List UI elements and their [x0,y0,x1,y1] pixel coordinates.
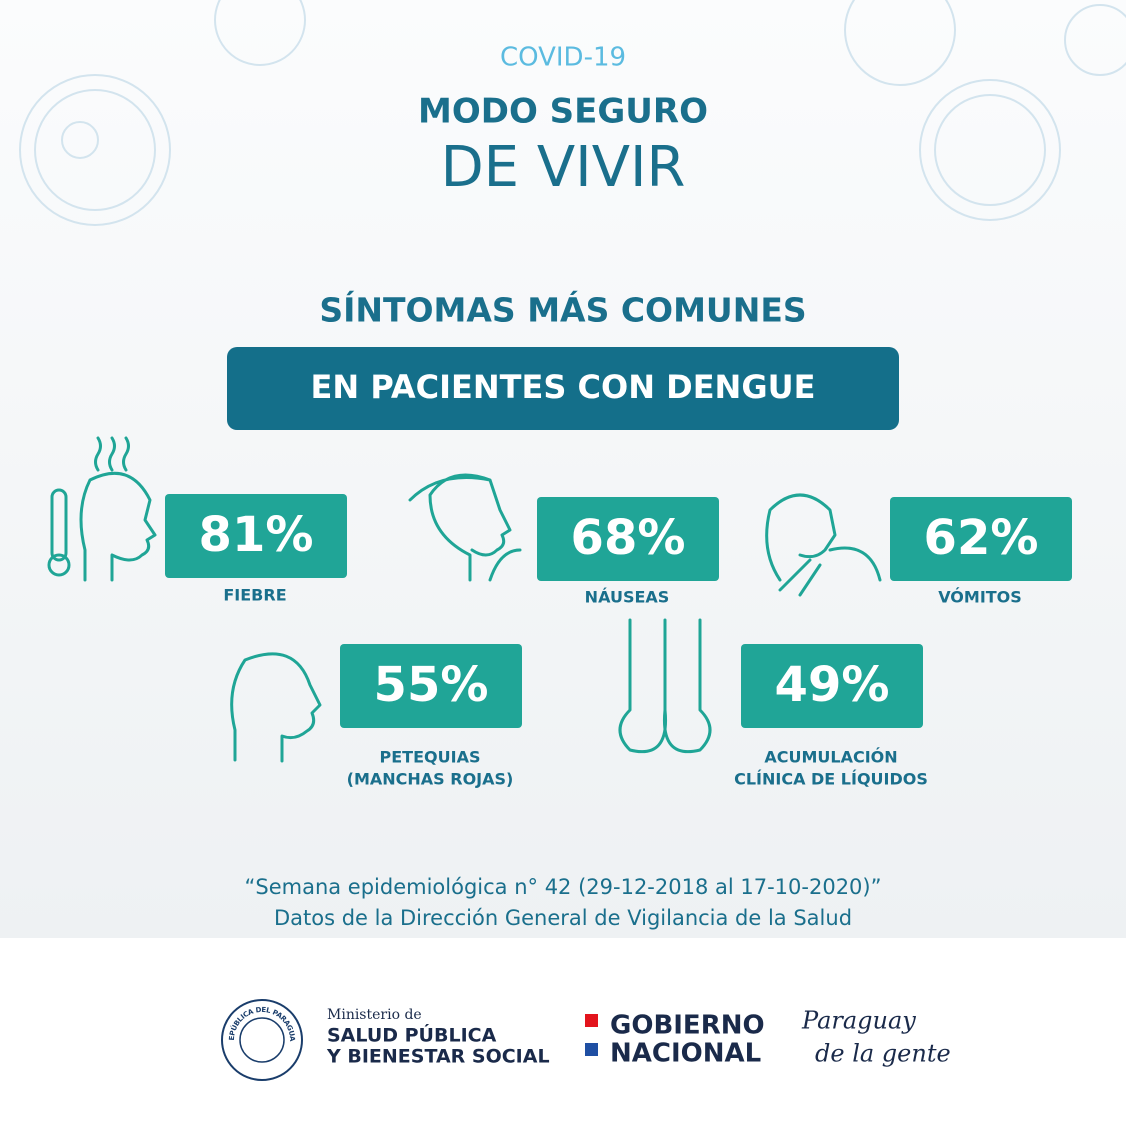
ministry: Ministerio de [327,1007,422,1023]
stat-box [890,497,1072,581]
government: GOBIERNO [610,1011,765,1041]
stat-value: 68% [571,510,686,566]
stat-label: (MANCHAS ROJAS) [347,770,514,789]
stat-value: 81% [199,507,314,563]
title: DE VIVIR [441,135,686,200]
virus-decoration [19,0,1126,226]
stat-label: NÁUSEAS [585,588,670,607]
title: MODO SEGURO [418,92,708,132]
stat-box [537,497,719,581]
stat-box [165,494,347,578]
footer-background [0,938,1126,1126]
stat-box [741,644,923,728]
stat-label: CLÍNICA DE LÍQUIDOS [734,770,928,789]
seal [221,999,303,1081]
ministry: SALUD PÚBLICA [327,1023,497,1047]
stat-label: VÓMITOS [938,588,1022,607]
source: Datos de la Dirección General de Vigilan… [274,906,852,930]
flag-red [585,1014,598,1027]
ministry: Y BIENESTAR SOCIAL [326,1046,550,1068]
stat-value: 49% [775,657,890,713]
stat-value: 62% [924,510,1039,566]
slogan: de la gente [815,1040,951,1068]
stat-box [340,644,522,728]
stat-value: 55% [374,657,489,713]
icons [47,436,882,763]
flag-blue [585,1043,598,1056]
background [0,0,1126,938]
source: “Semana epidemiológica n° 42 (29-12-2018… [244,875,881,899]
banner [227,347,899,430]
slogan: Paraguay [801,1007,916,1035]
banner-text: EN PACIENTES CON DENGUE [311,368,816,406]
stat-label: FIEBRE [223,586,286,605]
stat-label: PETEQUIAS [380,748,481,767]
government: NACIONAL [610,1039,761,1069]
stat-label: ACUMULACIÓN [764,748,897,767]
seal-inner [239,1017,285,1063]
section-title: SÍNTOMAS MÁS COMUNES [319,290,806,330]
kicker: COVID-19 [500,43,626,73]
